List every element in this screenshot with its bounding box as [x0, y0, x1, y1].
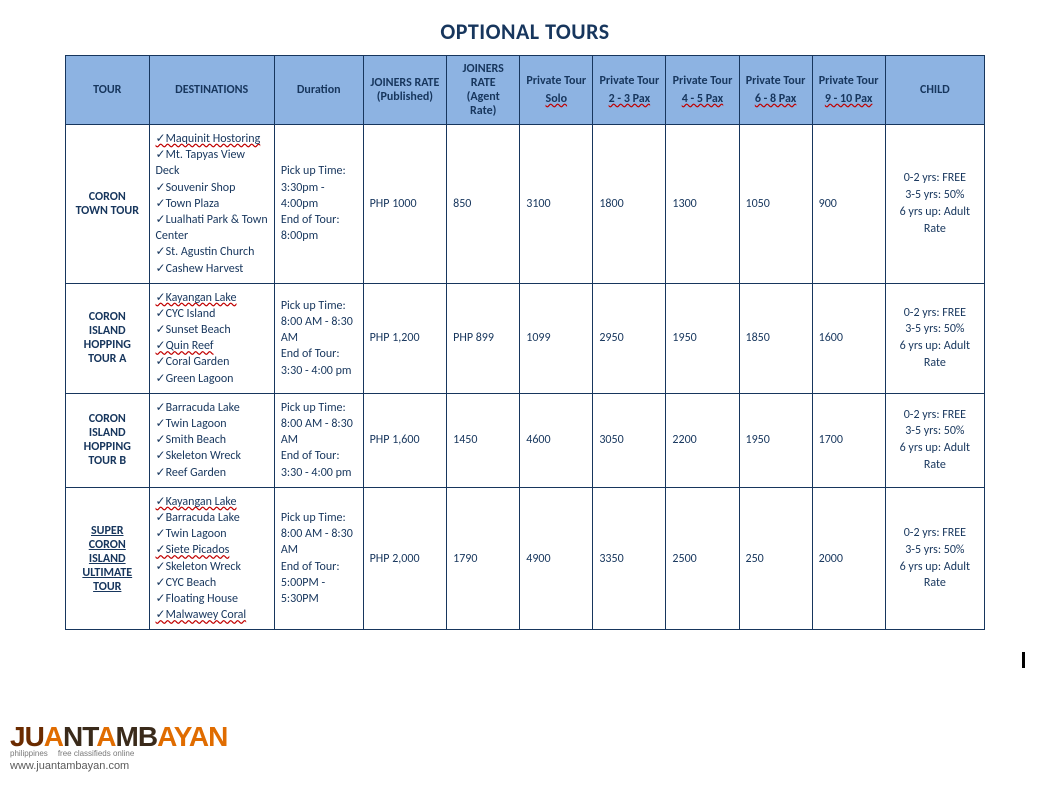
th-duration: Duration: [274, 56, 363, 125]
cell-private-0: 4600: [520, 393, 593, 487]
tours-table: TOUR DESTINATIONS Duration JOINERS RATE …: [65, 55, 985, 630]
th-private-9-10: Private Tour9 - 10 Pax: [812, 56, 885, 125]
table-row: CORON ISLAND HOPPING TOUR B✓Barracuda La…: [66, 393, 985, 487]
cell-tour: CORON TOWN TOUR: [66, 125, 150, 284]
cell-joiners-published: PHP 1,600: [363, 393, 447, 487]
cell-joiners-published: PHP 2,000: [363, 487, 447, 630]
text-cursor-artifact: [1022, 652, 1025, 668]
th-private-2-3: Private Tour2 - 3 Pax: [593, 56, 666, 125]
cell-duration: Pick up Time: 8:00 AM - 8:30 AMEnd of To…: [274, 393, 363, 487]
cell-duration: Pick up Time: 3:30pm - 4:00pmEnd of Tour…: [274, 125, 363, 284]
th-joiners-published: JOINERS RATE (Published): [363, 56, 447, 125]
cell-joiners-agent: 850: [447, 125, 520, 284]
table-body: CORON TOWN TOUR✓Maquinit Hostoring✓Mt. T…: [66, 125, 985, 630]
th-child: CHILD: [885, 56, 984, 125]
cell-private-4: 1700: [812, 393, 885, 487]
th-tour: TOUR: [66, 56, 150, 125]
th-private-solo: Private TourSolo: [520, 56, 593, 125]
cell-child: 0-2 yrs: FREE3-5 yrs: 50%6 yrs up: Adult…: [885, 487, 984, 630]
watermark-url: www.juantambayan.com: [10, 760, 227, 772]
cell-joiners-published: PHP 1000: [363, 125, 447, 284]
cell-private-1: 1800: [593, 125, 666, 284]
cell-private-2: 2500: [666, 487, 739, 630]
cell-private-0: 4900: [520, 487, 593, 630]
cell-destinations: ✓Maquinit Hostoring✓Mt. Tapyas View Deck…: [149, 125, 274, 284]
cell-joiners-agent: PHP 899: [447, 283, 520, 393]
cell-destinations: ✓Kayangan Lake✓Barracuda Lake✓Twin Lagoo…: [149, 487, 274, 630]
th-private-6-8: Private Tour6 - 8 Pax: [739, 56, 812, 125]
cell-private-4: 2000: [812, 487, 885, 630]
cell-duration: Pick up Time: 8:00 AM - 8:30 AMEnd of To…: [274, 487, 363, 630]
cell-tour: CORON ISLAND HOPPING TOUR A: [66, 283, 150, 393]
table-row: CORON TOWN TOUR✓Maquinit Hostoring✓Mt. T…: [66, 125, 985, 284]
th-joiners-agent: JOINERS RATE (Agent Rate): [447, 56, 520, 125]
th-destinations: DESTINATIONS: [149, 56, 274, 125]
cell-private-1: 3050: [593, 393, 666, 487]
cell-private-3: 1950: [739, 393, 812, 487]
cell-private-3: 1050: [739, 125, 812, 284]
table-row: SUPER CORON ISLAND ULTIMATE TOUR✓Kayanga…: [66, 487, 985, 630]
cell-tour: SUPER CORON ISLAND ULTIMATE TOUR: [66, 487, 150, 630]
cell-private-3: 1850: [739, 283, 812, 393]
watermark-brand: JUANTAMBAYAN: [10, 723, 227, 751]
cell-private-2: 2200: [666, 393, 739, 487]
cell-private-1: 3350: [593, 487, 666, 630]
cell-private-0: 1099: [520, 283, 593, 393]
page-title: OPTIONAL TOURS: [0, 0, 1050, 55]
cell-destinations: ✓Barracuda Lake✓Twin Lagoon✓Smith Beach✓…: [149, 393, 274, 487]
cell-private-4: 1600: [812, 283, 885, 393]
cell-joiners-published: PHP 1,200: [363, 283, 447, 393]
cell-private-2: 1300: [666, 125, 739, 284]
cell-private-0: 3100: [520, 125, 593, 284]
cell-private-2: 1950: [666, 283, 739, 393]
table-header: TOUR DESTINATIONS Duration JOINERS RATE …: [66, 56, 985, 125]
table-row: CORON ISLAND HOPPING TOUR A✓Kayangan Lak…: [66, 283, 985, 393]
cell-private-4: 900: [812, 125, 885, 284]
th-private-4-5: Private Tour4 - 5 Pax: [666, 56, 739, 125]
cell-joiners-agent: 1790: [447, 487, 520, 630]
watermark: JUANTAMBAYAN philippines free classified…: [10, 723, 227, 772]
cell-private-1: 2950: [593, 283, 666, 393]
cell-tour: CORON ISLAND HOPPING TOUR B: [66, 393, 150, 487]
cell-destinations: ✓Kayangan Lake✓CYC Island✓Sunset Beach✓Q…: [149, 283, 274, 393]
cell-child: 0-2 yrs: FREE3-5 yrs: 50%6 yrs up: Adult…: [885, 393, 984, 487]
cell-private-3: 250: [739, 487, 812, 630]
cell-joiners-agent: 1450: [447, 393, 520, 487]
cell-child: 0-2 yrs: FREE3-5 yrs: 50%6 yrs up: Adult…: [885, 125, 984, 284]
cell-duration: Pick up Time: 8:00 AM - 8:30 AMEnd of To…: [274, 283, 363, 393]
cell-child: 0-2 yrs: FREE3-5 yrs: 50%6 yrs up: Adult…: [885, 283, 984, 393]
